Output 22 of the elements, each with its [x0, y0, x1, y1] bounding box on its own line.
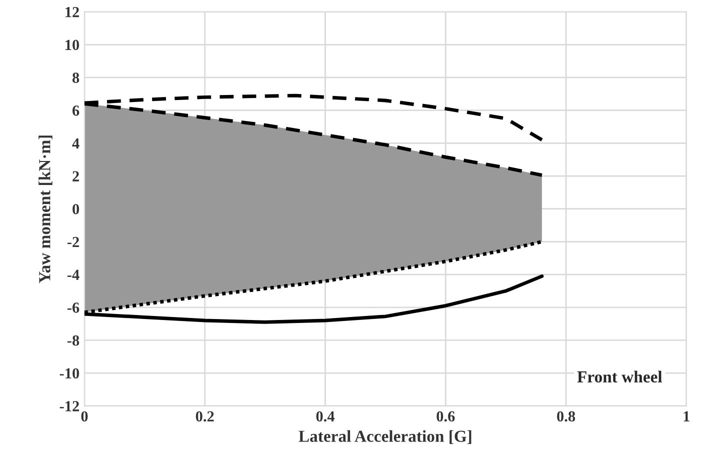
y-tick-label: 0	[72, 204, 80, 214]
x-tick-label: 0.6	[436, 411, 455, 422]
x-tick-label: 0.4	[316, 411, 335, 422]
y-tick-label: -10	[60, 368, 80, 379]
y-tick-label: -4	[67, 270, 80, 280]
annotation: Front wheel	[577, 370, 662, 383]
x-axis-title: Lateral Acceleration [G]	[298, 430, 472, 444]
y-tick-label: 10	[66, 40, 80, 50]
y-tick-label: -2	[67, 236, 79, 248]
y-tick-label: 4	[72, 138, 80, 148]
y-tick-label: -6	[67, 302, 80, 313]
x-tick-label: 0.8	[557, 411, 576, 422]
y-tick-label: 12	[66, 6, 79, 18]
y-axis-title: Yaw moment [kN·m]	[38, 136, 52, 284]
x-tick-label: 0.2	[196, 411, 214, 422]
x-tick-label: 1	[684, 411, 690, 422]
y-tick-label: 6	[72, 106, 80, 116]
x-tick-label: 0	[81, 411, 88, 422]
y-tick-label: -8	[67, 335, 80, 346]
y-tick-label: 8	[72, 72, 80, 83]
y-tick-label: -12	[60, 401, 79, 412]
y-tick-label: 2	[72, 171, 79, 182]
